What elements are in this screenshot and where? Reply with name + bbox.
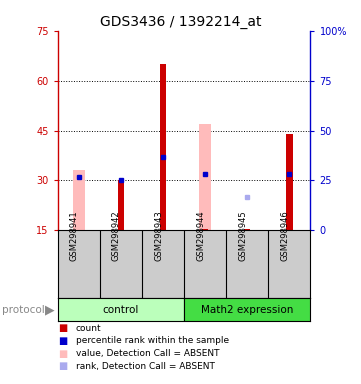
Text: count: count <box>76 324 101 333</box>
Bar <box>118 180 124 230</box>
Text: GSM298943: GSM298943 <box>154 210 163 261</box>
Text: percentile rank within the sample: percentile rank within the sample <box>76 336 229 346</box>
Bar <box>244 229 251 230</box>
Text: ■: ■ <box>58 336 67 346</box>
Text: rank, Detection Call = ABSENT: rank, Detection Call = ABSENT <box>76 362 215 371</box>
Text: GSM298945: GSM298945 <box>238 210 247 261</box>
Text: ■: ■ <box>58 323 67 333</box>
Text: GSM298946: GSM298946 <box>280 210 290 261</box>
Text: value, Detection Call = ABSENT: value, Detection Call = ABSENT <box>76 349 219 358</box>
Bar <box>160 64 166 230</box>
Text: ▶: ▶ <box>45 303 55 316</box>
Text: GSM298942: GSM298942 <box>112 210 121 261</box>
Text: GSM298944: GSM298944 <box>196 210 205 261</box>
Bar <box>199 124 212 230</box>
Text: GSM298941: GSM298941 <box>70 210 79 261</box>
Text: GDS3436 / 1392214_at: GDS3436 / 1392214_at <box>100 15 261 29</box>
Text: ■: ■ <box>58 349 67 359</box>
Text: Math2 expression: Math2 expression <box>201 305 293 314</box>
Text: ■: ■ <box>58 361 67 371</box>
Bar <box>286 134 292 230</box>
Text: protocol: protocol <box>2 305 44 314</box>
Text: control: control <box>103 305 139 314</box>
Bar <box>73 170 85 230</box>
Bar <box>202 229 208 230</box>
